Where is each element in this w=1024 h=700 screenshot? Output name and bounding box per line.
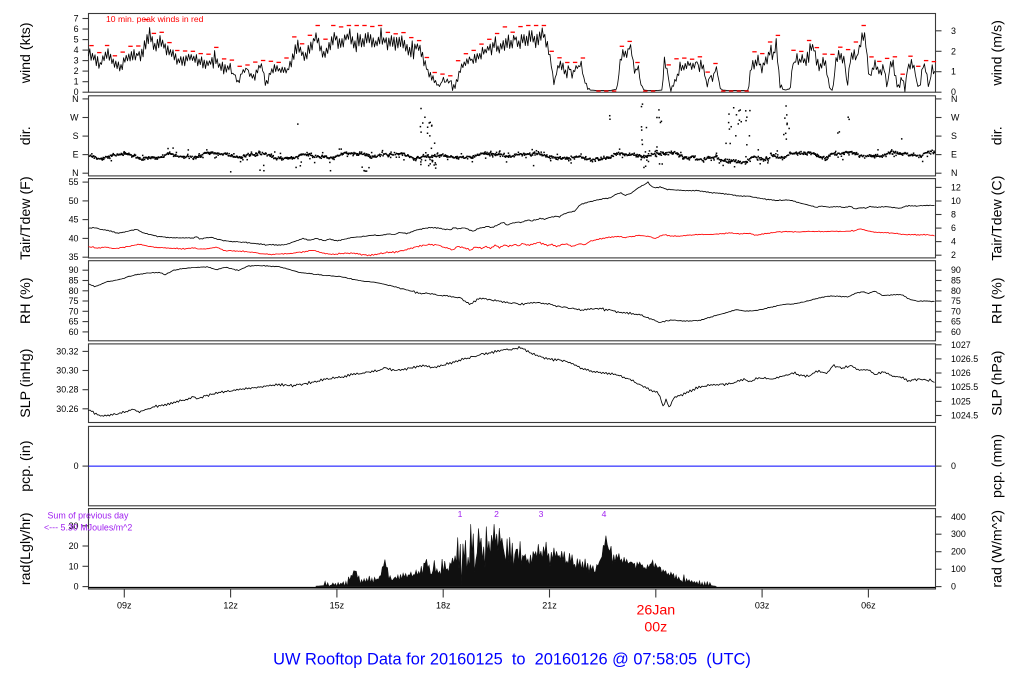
svg-text:30.28: 30.28 (56, 385, 78, 395)
svg-text:pcp. (mm): pcp. (mm) (990, 434, 1006, 498)
svg-text:70: 70 (69, 306, 79, 316)
svg-text:4: 4 (602, 509, 607, 519)
svg-text:1: 1 (74, 77, 79, 87)
svg-text:1025: 1025 (951, 396, 971, 406)
svg-text:70: 70 (951, 306, 961, 316)
svg-text:SLP (inHg): SLP (inHg) (18, 349, 34, 418)
svg-text:6: 6 (74, 24, 79, 34)
svg-text:8: 8 (951, 210, 956, 220)
svg-text:1027: 1027 (951, 340, 971, 350)
svg-text:10: 10 (69, 561, 79, 571)
svg-text:3: 3 (951, 26, 956, 36)
svg-text:65: 65 (69, 317, 79, 327)
svg-text:80: 80 (951, 286, 961, 296)
svg-text:21z: 21z (542, 601, 557, 611)
svg-text:18z: 18z (436, 601, 451, 611)
svg-text:1025.5: 1025.5 (951, 382, 978, 392)
svg-text:85: 85 (951, 276, 961, 286)
svg-text:rad(Lgly/hr): rad(Lgly/hr) (18, 513, 34, 586)
svg-text:400: 400 (951, 512, 966, 522)
svg-text:45: 45 (69, 215, 79, 225)
svg-text:85: 85 (69, 276, 79, 286)
svg-text:SLP (hPa): SLP (hPa) (990, 351, 1006, 416)
svg-text:0: 0 (951, 87, 956, 97)
svg-text:S: S (951, 131, 957, 141)
svg-text:1: 1 (951, 67, 956, 77)
svg-text:60: 60 (951, 327, 961, 337)
svg-text:26Jan: 26Jan (636, 603, 675, 619)
svg-text:RH (%): RH (%) (18, 278, 34, 325)
svg-text:12z: 12z (223, 601, 238, 611)
svg-text:E: E (951, 150, 957, 160)
svg-text:5: 5 (74, 35, 79, 45)
svg-text:2: 2 (951, 250, 956, 260)
svg-text:0: 0 (951, 582, 956, 592)
svg-text:0: 0 (74, 87, 79, 97)
svg-text:80: 80 (69, 286, 79, 296)
svg-text:75: 75 (951, 296, 961, 306)
svg-text:30.32: 30.32 (56, 346, 78, 356)
svg-text:1024.5: 1024.5 (951, 411, 978, 421)
svg-text:20: 20 (69, 541, 79, 551)
svg-text:2: 2 (494, 509, 499, 519)
svg-text:00z: 00z (644, 619, 667, 635)
svg-text:0: 0 (951, 461, 956, 471)
svg-text:90: 90 (951, 265, 961, 275)
svg-text:30.30: 30.30 (56, 366, 78, 376)
svg-text:UW Rooftop Data for 20160125: UW Rooftop Data for 20160125 to 20160126… (273, 650, 751, 668)
svg-text:N: N (951, 168, 957, 178)
svg-text:60: 60 (69, 327, 79, 337)
svg-text:03z: 03z (755, 601, 770, 611)
svg-text:200: 200 (951, 547, 966, 557)
svg-text:W: W (951, 113, 960, 123)
svg-text:2: 2 (74, 66, 79, 76)
svg-text:N: N (951, 94, 957, 104)
svg-text:wind (m/s): wind (m/s) (990, 20, 1006, 86)
svg-text:wind (kts): wind (kts) (18, 23, 34, 85)
svg-text:E: E (73, 150, 79, 160)
svg-text:30.26: 30.26 (56, 404, 78, 414)
svg-text:15z: 15z (330, 601, 345, 611)
svg-text:12: 12 (951, 182, 961, 192)
svg-text:30: 30 (69, 521, 79, 531)
svg-text:W: W (70, 113, 79, 123)
svg-text:Sum of previous day: Sum of previous day (48, 510, 129, 520)
svg-text:55: 55 (69, 177, 79, 187)
svg-text:Tair/Tdew (C): Tair/Tdew (C) (990, 176, 1006, 261)
svg-text:75: 75 (69, 296, 79, 306)
svg-text:6: 6 (951, 223, 956, 233)
svg-text:09z: 09z (117, 601, 132, 611)
svg-text:40: 40 (69, 233, 79, 243)
svg-text:1026: 1026 (951, 368, 971, 378)
svg-text:1: 1 (458, 509, 463, 519)
svg-text:300: 300 (951, 529, 966, 539)
svg-text:RH (%): RH (%) (990, 278, 1006, 325)
svg-text:Tair/Tdew (F): Tair/Tdew (F) (18, 176, 34, 260)
svg-text:4: 4 (74, 45, 79, 55)
svg-text:7: 7 (74, 14, 79, 24)
svg-text:10: 10 (951, 196, 961, 206)
svg-text:dir.: dir. (18, 126, 34, 145)
svg-text:10 min. peak winds in red: 10 min. peak winds in red (106, 14, 204, 24)
svg-text:100: 100 (951, 564, 966, 574)
svg-text:<--- 5.30 MJoules/m^2: <--- 5.30 MJoules/m^2 (44, 522, 132, 532)
svg-text:3: 3 (539, 509, 544, 519)
svg-text:1026.5: 1026.5 (951, 354, 978, 364)
svg-text:50: 50 (69, 196, 79, 206)
svg-text:06z: 06z (861, 601, 876, 611)
svg-text:3: 3 (74, 56, 79, 66)
svg-text:2: 2 (951, 46, 956, 56)
svg-text:S: S (73, 131, 79, 141)
svg-text:0: 0 (74, 582, 79, 592)
svg-text:N: N (72, 94, 78, 104)
svg-text:N: N (72, 168, 78, 178)
svg-text:0: 0 (74, 461, 79, 471)
svg-text:90: 90 (69, 265, 79, 275)
svg-text:35: 35 (69, 252, 79, 262)
svg-text:pcp. (in): pcp. (in) (18, 440, 34, 491)
svg-text:rad (W/m^2): rad (W/m^2) (990, 510, 1006, 588)
svg-text:4: 4 (951, 237, 956, 247)
svg-text:65: 65 (951, 317, 961, 327)
svg-text:dir.: dir. (990, 126, 1006, 145)
